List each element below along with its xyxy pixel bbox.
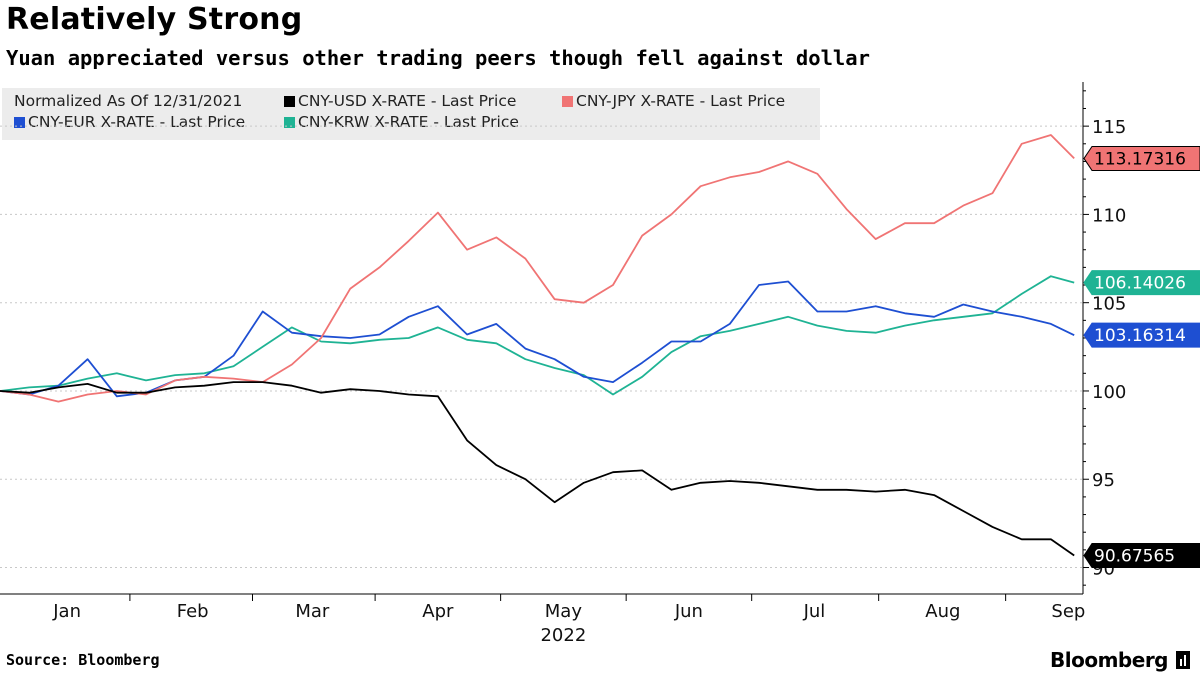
last-value-labels: 90.67565 113.17316 103.16314 106.14026 — [1083, 145, 1200, 569]
last-value-tag-cny-krw: 106.14026 — [1083, 270, 1200, 296]
legend-swatch-cny-jpy — [562, 96, 573, 107]
source-note: Source: Bloomberg — [6, 651, 160, 669]
x-tick-label-may: May — [545, 601, 583, 622]
x-tick-label-apr: Apr — [422, 601, 454, 622]
y-tick-label-105: 105 — [1092, 294, 1126, 315]
x-tick-label-jun: Jun — [674, 601, 703, 622]
chart-title: Relatively Strong — [6, 2, 303, 37]
legend-item-cny-jpy: CNY-JPY X-RATE - Last Price — [562, 92, 785, 110]
last-value-tag-cny-eur: 103.16314 — [1083, 322, 1200, 348]
last-value-text: 90.67565 — [1094, 547, 1175, 567]
y-tick-label-100: 100 — [1092, 382, 1126, 403]
legend-item-cny-krw: CNY-KRW X-RATE - Last Price — [284, 113, 519, 131]
x-tick-label-sep: Sep — [1051, 601, 1085, 622]
legend-label-cny-krw: CNY-KRW X-RATE - Last Price — [298, 113, 519, 131]
y-tick-label-110: 110 — [1092, 205, 1126, 226]
legend-swatch-cny-eur — [14, 117, 25, 128]
x-tick-label-jan: Jan — [52, 601, 81, 622]
last-value-tag-shape — [1083, 322, 1200, 348]
series-line-cny-krw — [0, 275, 1075, 396]
legend-label-cny-usd: CNY-USD X-RATE - Last Price — [298, 92, 517, 110]
grid-lines — [0, 125, 1083, 569]
x-year-label: 2022 — [540, 625, 586, 646]
legend-note: Normalized As Of 12/31/2021 — [14, 92, 243, 110]
bloomberg-icon — [1176, 651, 1190, 669]
last-value-tag-cny-jpy: 113.17316 — [1083, 145, 1200, 171]
chart-subtitle: Yuan appreciated versus other trading pe… — [6, 46, 870, 70]
last-value-text: 103.16314 — [1094, 326, 1186, 346]
y-tick-label-95: 95 — [1092, 470, 1115, 491]
series-lines — [0, 134, 1075, 557]
legend: Normalized As Of 12/31/2021 CNY-USD X-RA… — [2, 88, 820, 140]
last-value-text: 106.14026 — [1094, 274, 1186, 294]
x-tick-label-feb: Feb — [177, 601, 209, 622]
last-value-tag-shape — [1083, 543, 1200, 569]
legend-swatch-cny-usd — [284, 96, 295, 107]
last-value-tag-shape — [1083, 270, 1200, 296]
series-line-cny-usd — [0, 381, 1075, 557]
last-value-tag-shape — [1083, 145, 1200, 171]
y-tick-label-115: 115 — [1092, 117, 1126, 138]
x-tick-label-aug: Aug — [925, 601, 960, 622]
brand-logo: Bloomberg — [1050, 648, 1168, 672]
last-value-tag-cny-usd: 90.67565 — [1083, 543, 1200, 569]
legend-label-cny-jpy: CNY-JPY X-RATE - Last Price — [576, 92, 786, 110]
legend-item-cny-usd: CNY-USD X-RATE - Last Price — [284, 92, 516, 110]
x-tick-label-jul: Jul — [803, 601, 826, 622]
series-line-cny-eur — [0, 280, 1075, 398]
x-tick-label-mar: Mar — [295, 601, 330, 622]
last-value-text: 113.17316 — [1094, 149, 1186, 169]
series-line-cny-jpy — [0, 134, 1075, 403]
legend-swatch-cny-krw — [284, 117, 295, 128]
